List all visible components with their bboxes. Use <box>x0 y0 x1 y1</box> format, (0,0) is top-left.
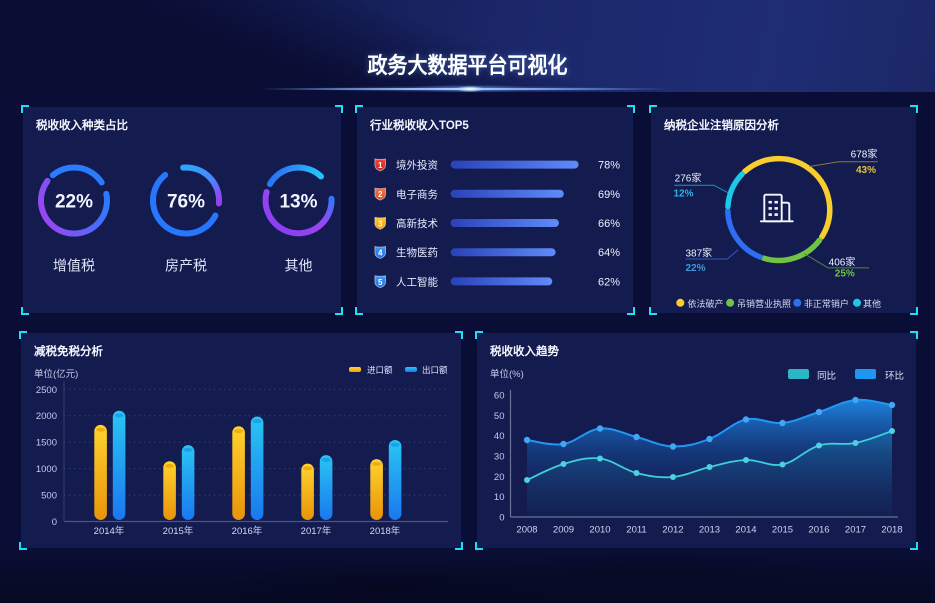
svg-text:生物医药: 生物医药 <box>396 246 438 259</box>
svg-text:1000: 1000 <box>36 464 57 475</box>
svg-text:其他: 其他 <box>863 298 881 309</box>
svg-text:5: 5 <box>378 278 383 287</box>
svg-text:其他: 其他 <box>285 258 313 274</box>
svg-text:2008: 2008 <box>516 525 537 536</box>
svg-text:2012: 2012 <box>662 525 683 536</box>
svg-text:678家: 678家 <box>851 147 878 160</box>
svg-text:66%: 66% <box>598 218 620 230</box>
svg-text:2014年: 2014年 <box>94 525 125 537</box>
svg-text:4: 4 <box>378 249 383 258</box>
svg-text:2018: 2018 <box>881 525 902 536</box>
svg-text:电子商务: 电子商务 <box>396 188 438 201</box>
svg-text:高新技术: 高新技术 <box>396 217 438 230</box>
svg-text:69%: 69% <box>598 189 620 201</box>
svg-text:2015年: 2015年 <box>163 525 194 537</box>
svg-text:40: 40 <box>494 431 505 442</box>
svg-text:30: 30 <box>494 452 505 463</box>
svg-text:60: 60 <box>494 391 505 402</box>
svg-text:2015: 2015 <box>772 525 793 536</box>
svg-text:12%: 12% <box>673 189 693 200</box>
svg-text:22%: 22% <box>685 263 705 274</box>
svg-text:2010: 2010 <box>589 525 610 536</box>
svg-text:25%: 25% <box>835 269 855 280</box>
svg-text:2014: 2014 <box>735 525 756 536</box>
svg-text:人工智能: 人工智能 <box>396 275 438 288</box>
svg-text:2011: 2011 <box>626 525 646 536</box>
svg-text:依法破产: 依法破产 <box>688 298 724 309</box>
svg-text:增值税: 增值税 <box>53 258 95 274</box>
svg-text:2013: 2013 <box>699 525 720 536</box>
svg-text:500: 500 <box>41 491 57 502</box>
svg-text:62%: 62% <box>598 276 620 288</box>
svg-text:2009: 2009 <box>553 525 574 536</box>
svg-text:64%: 64% <box>598 247 620 259</box>
svg-text:0: 0 <box>52 517 57 528</box>
svg-text:0: 0 <box>499 513 504 524</box>
svg-text:43%: 43% <box>856 165 876 176</box>
svg-text:吊销营业执照: 吊销营业执照 <box>737 298 791 309</box>
svg-text:276家: 276家 <box>675 172 702 185</box>
svg-text:76%: 76% <box>167 192 205 213</box>
svg-text:2: 2 <box>378 190 383 199</box>
svg-text:20: 20 <box>494 472 505 483</box>
svg-text:2017: 2017 <box>845 525 866 536</box>
svg-text:50: 50 <box>494 411 505 422</box>
svg-text:房产税: 房产税 <box>165 258 207 274</box>
svg-text:387家: 387家 <box>685 246 712 259</box>
svg-text:10: 10 <box>494 492 505 503</box>
svg-text:非正常销户: 非正常销户 <box>804 298 849 309</box>
svg-text:2500: 2500 <box>36 385 57 396</box>
svg-text:3: 3 <box>378 219 383 228</box>
svg-text:1: 1 <box>378 161 383 170</box>
svg-text:2018年: 2018年 <box>370 525 401 537</box>
svg-text:78%: 78% <box>598 160 620 172</box>
svg-text:2017年: 2017年 <box>301 525 332 537</box>
svg-text:境外投资: 境外投资 <box>396 159 438 172</box>
svg-text:2000: 2000 <box>36 411 57 422</box>
svg-text:2016年: 2016年 <box>232 525 263 537</box>
svg-text:22%: 22% <box>55 192 93 213</box>
svg-text:406家: 406家 <box>829 255 856 268</box>
svg-text:1500: 1500 <box>36 438 57 449</box>
svg-text:2016: 2016 <box>808 525 829 536</box>
svg-text:13%: 13% <box>279 192 317 213</box>
